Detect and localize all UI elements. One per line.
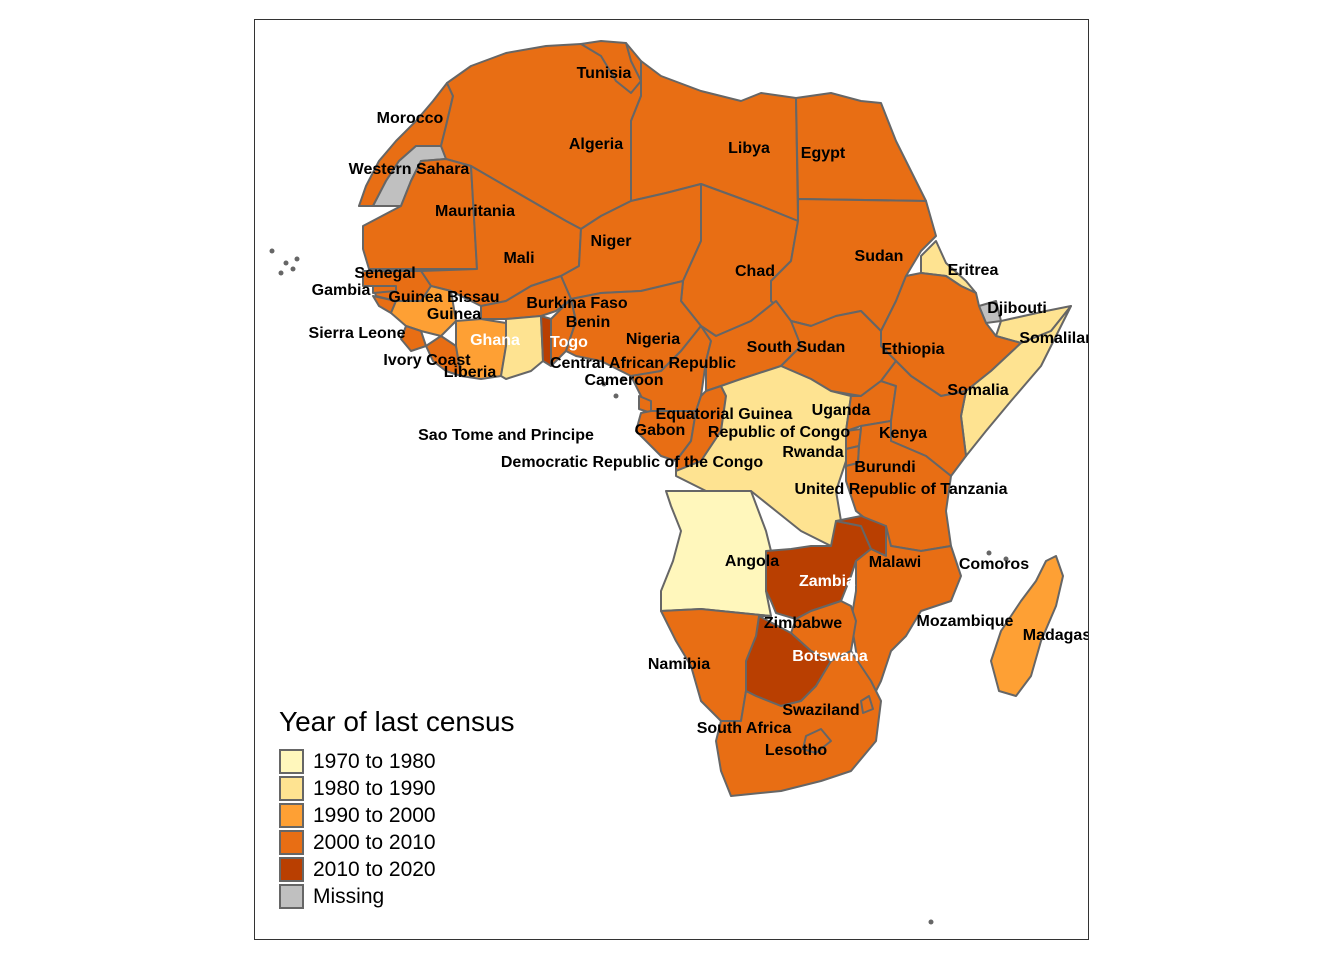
legend-label: Missing (313, 884, 385, 908)
legend-label: 1990 to 2000 (313, 803, 436, 827)
region-sierra-leone (400, 325, 427, 352)
country-label-zambia: Zambia (799, 573, 855, 590)
country-label-mozambique: Mozambique (917, 613, 1014, 630)
country-label-benin: Benin (566, 314, 610, 331)
legend-items: 1970 to 1980 1980 to 1990 1990 to 2000 2000… (279, 748, 515, 910)
island-marker (620, 376, 626, 382)
country-label-uganda: Uganda (812, 402, 871, 419)
country-label-senegal: Senegal (354, 265, 415, 282)
country-label-libya: Libya (728, 140, 770, 157)
legend-label: 2010 to 2020 (313, 857, 436, 881)
island-marker (601, 381, 607, 387)
legend: Year of last census 1970 to 1980 1980 to … (279, 706, 515, 910)
country-label-democratic-republic-of-the-congo: Democratic Republic of the Congo (501, 454, 763, 471)
legend-title: Year of last census (279, 706, 515, 737)
legend-swatch (279, 830, 304, 855)
country-label-mali: Mali (503, 250, 534, 267)
region-zambia (765, 520, 872, 620)
island-marker (269, 248, 275, 254)
country-label-botswana: Botswana (792, 648, 868, 665)
country-label-niger: Niger (591, 233, 632, 250)
legend-swatch (279, 776, 304, 801)
country-label-guinea: Guinea (427, 306, 481, 323)
country-label-angola: Angola (725, 553, 779, 570)
legend-item-missing: Missing (279, 883, 515, 910)
island-marker (986, 550, 992, 556)
country-label-nigeria: Nigeria (626, 331, 680, 348)
country-label-western-sahara: Western Sahara (349, 161, 470, 178)
country-label-lesotho: Lesotho (765, 742, 827, 759)
country-label-sao-tome-and-principe: Sao Tome and Principe (418, 427, 594, 444)
legend-item-1980-to-1990: 1980 to 1990 (279, 775, 515, 802)
region-south-africa (715, 650, 882, 797)
legend-swatch (279, 749, 304, 774)
island-marker (1003, 556, 1009, 562)
country-label-mauritania: Mauritania (435, 203, 515, 220)
country-label-burundi: Burundi (854, 459, 915, 476)
country-label-djibouti: Djibouti (987, 300, 1047, 317)
africa-map: Tunisia Morocco Algeria Libya Egypt Western S… (269, 40, 1089, 925)
country-label-kenya: Kenya (879, 425, 927, 442)
island-marker (294, 256, 300, 262)
country-label-algeria: Algeria (569, 136, 623, 153)
country-label-tunisia: Tunisia (577, 65, 632, 82)
legend-swatch (279, 803, 304, 828)
map-panel: Tunisia Morocco Algeria Libya Egypt Western S… (254, 19, 1089, 940)
legend-label: 2000 to 2010 (313, 830, 436, 854)
region-gambia (372, 285, 397, 294)
country-label-south-sudan: South Sudan (747, 339, 846, 356)
country-label-ivory-coast: Ivory Coast (383, 352, 471, 369)
country-label-sudan: Sudan (855, 248, 904, 265)
country-label-ghana: Ghana (470, 332, 520, 349)
country-label-somalia: Somalia (947, 382, 1008, 399)
country-label-cameroon: Cameroon (584, 372, 663, 389)
country-label-gabon: Gabon (635, 422, 686, 439)
country-label-south-africa: South Africa (697, 720, 792, 737)
country-label-equatorial-guinea: Equatorial Guinea (656, 406, 793, 423)
region-lesotho (802, 728, 832, 754)
country-label-namibia: Namibia (648, 656, 710, 673)
legend-swatch (279, 857, 304, 882)
country-label-egypt: Egypt (801, 145, 846, 162)
country-label-comoros: Comoros (959, 556, 1029, 573)
country-label-burkina-faso: Burkina Faso (526, 295, 628, 312)
country-label-somaliland: Somaliland (1019, 330, 1089, 347)
region-madagascar (990, 555, 1064, 697)
country-label-zimbabwe: Zimbabwe (764, 615, 842, 632)
country-label-morocco: Morocco (377, 110, 444, 127)
country-label-madagascar: Madagascar (1023, 627, 1089, 644)
country-label-gambia: Gambia (312, 282, 371, 299)
island-marker (928, 919, 934, 925)
legend-label: 1970 to 1980 (313, 749, 436, 773)
legend-item-1970-to-1980: 1970 to 1980 (279, 748, 515, 775)
legend-label: 1980 to 1990 (313, 776, 436, 800)
country-label-united-republic-of-tanzania: United Republic of Tanzania (794, 481, 1007, 498)
legend-item-2000-to-2010: 2000 to 2010 (279, 829, 515, 856)
country-label-ethiopia: Ethiopia (881, 341, 944, 358)
island-marker (613, 393, 619, 399)
country-label-central-african-republic: Central African Republic (550, 355, 736, 372)
island-marker (290, 266, 296, 272)
country-label-chad: Chad (735, 263, 775, 280)
legend-item-2010-to-2020: 2010 to 2020 (279, 856, 515, 883)
country-label-sierra-leone: Sierra Leone (309, 325, 406, 342)
region-somalia (960, 305, 1072, 457)
country-label-liberia: Liberia (444, 364, 497, 381)
country-label-malawi: Malawi (869, 554, 921, 571)
region-mozambique (850, 525, 962, 702)
country-label-togo: Togo (550, 334, 588, 351)
island-marker (278, 270, 284, 276)
country-label-eritrea: Eritrea (948, 262, 999, 279)
island-marker (283, 260, 289, 266)
legend-swatch (279, 884, 304, 909)
region-burkina-faso (480, 275, 572, 320)
country-label-rwanda: Rwanda (782, 444, 843, 461)
country-label-swaziland: Swaziland (782, 702, 859, 719)
legend-item-1990-to-2000: 1990 to 2000 (279, 802, 515, 829)
country-label-republic-of-congo: Republic of Congo (708, 424, 850, 441)
country-label-guinea-bissau: Guinea Bissau (388, 289, 499, 306)
region-swaziland (860, 695, 874, 714)
